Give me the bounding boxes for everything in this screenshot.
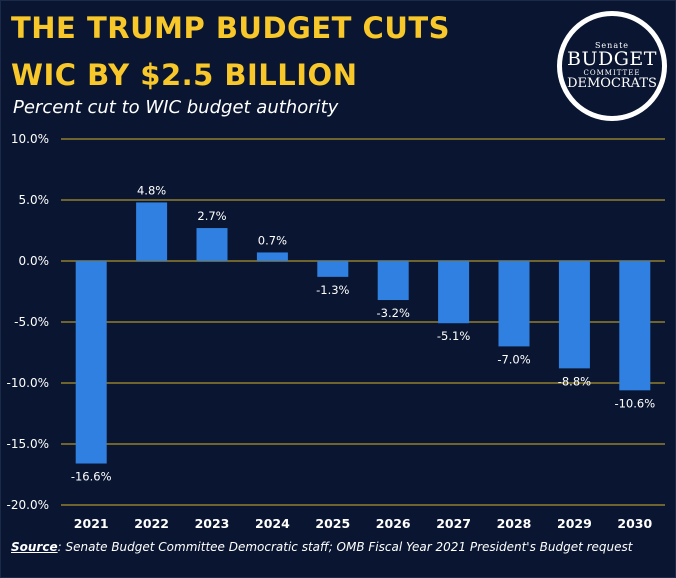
data-label: 0.7% xyxy=(258,233,287,247)
data-label: -8.8% xyxy=(558,374,591,388)
x-tick-label: 2022 xyxy=(134,516,169,531)
logo-text-democrats: DEMOCRATS xyxy=(567,76,657,91)
data-label: 4.8% xyxy=(137,183,166,197)
senate-budget-democrats-logo: Senate BUDGET COMMITTEE DEMOCRATS xyxy=(557,11,667,121)
x-tick-label: 2021 xyxy=(74,516,109,531)
x-tick-label: 2029 xyxy=(557,516,592,531)
x-tick-label: 2030 xyxy=(617,516,652,531)
x-tick-label: 2023 xyxy=(195,516,230,531)
x-tick-label: 2024 xyxy=(255,516,290,531)
data-label: -1.3% xyxy=(316,283,349,297)
bar xyxy=(256,252,288,261)
y-tick-label: -20.0% xyxy=(7,498,49,512)
bar xyxy=(438,261,470,324)
data-label: -5.1% xyxy=(437,329,470,343)
chart-title-line-1: THE TRUMP BUDGET CUTS xyxy=(11,11,451,45)
bar xyxy=(558,261,590,369)
logo-text-senate: Senate xyxy=(594,41,630,50)
data-label: 2.7% xyxy=(197,209,226,223)
source-note: Source: Senate Budget Committee Democrat… xyxy=(11,539,667,555)
x-tick-label: 2025 xyxy=(315,516,350,531)
y-tick-label: 10.0% xyxy=(11,132,49,146)
x-tick-label: 2027 xyxy=(436,516,471,531)
data-label: -7.0% xyxy=(497,352,530,366)
y-tick-label: 5.0% xyxy=(19,193,50,207)
y-tick-label: -15.0% xyxy=(7,437,49,451)
bar xyxy=(136,202,168,261)
bar xyxy=(377,261,409,301)
y-tick-label: -10.0% xyxy=(7,376,49,390)
source-label: Source xyxy=(11,540,58,554)
data-label: -16.6% xyxy=(71,470,112,484)
bar xyxy=(75,261,107,464)
source-text: : Senate Budget Committee Democratic sta… xyxy=(57,540,633,554)
logo-text-committee: COMMITTEE xyxy=(583,69,641,77)
logo-text-budget: BUDGET xyxy=(567,48,657,70)
y-tick-label: -5.0% xyxy=(14,315,49,329)
data-label: -3.2% xyxy=(377,306,410,320)
x-tick-label: 2026 xyxy=(376,516,411,531)
bar xyxy=(317,261,349,277)
chart-subtitle: Percent cut to WIC budget authority xyxy=(13,97,339,118)
logo-seal: Senate BUDGET COMMITTEE DEMOCRATS xyxy=(562,16,662,116)
bar xyxy=(498,261,530,347)
chart-title-line-2: WIC BY $2.5 BILLION xyxy=(11,58,358,92)
y-tick-label: 0.0% xyxy=(19,254,50,268)
bar xyxy=(196,228,228,261)
x-tick-label: 2028 xyxy=(497,516,532,531)
data-label: -10.6% xyxy=(614,396,655,410)
bar xyxy=(619,261,651,391)
